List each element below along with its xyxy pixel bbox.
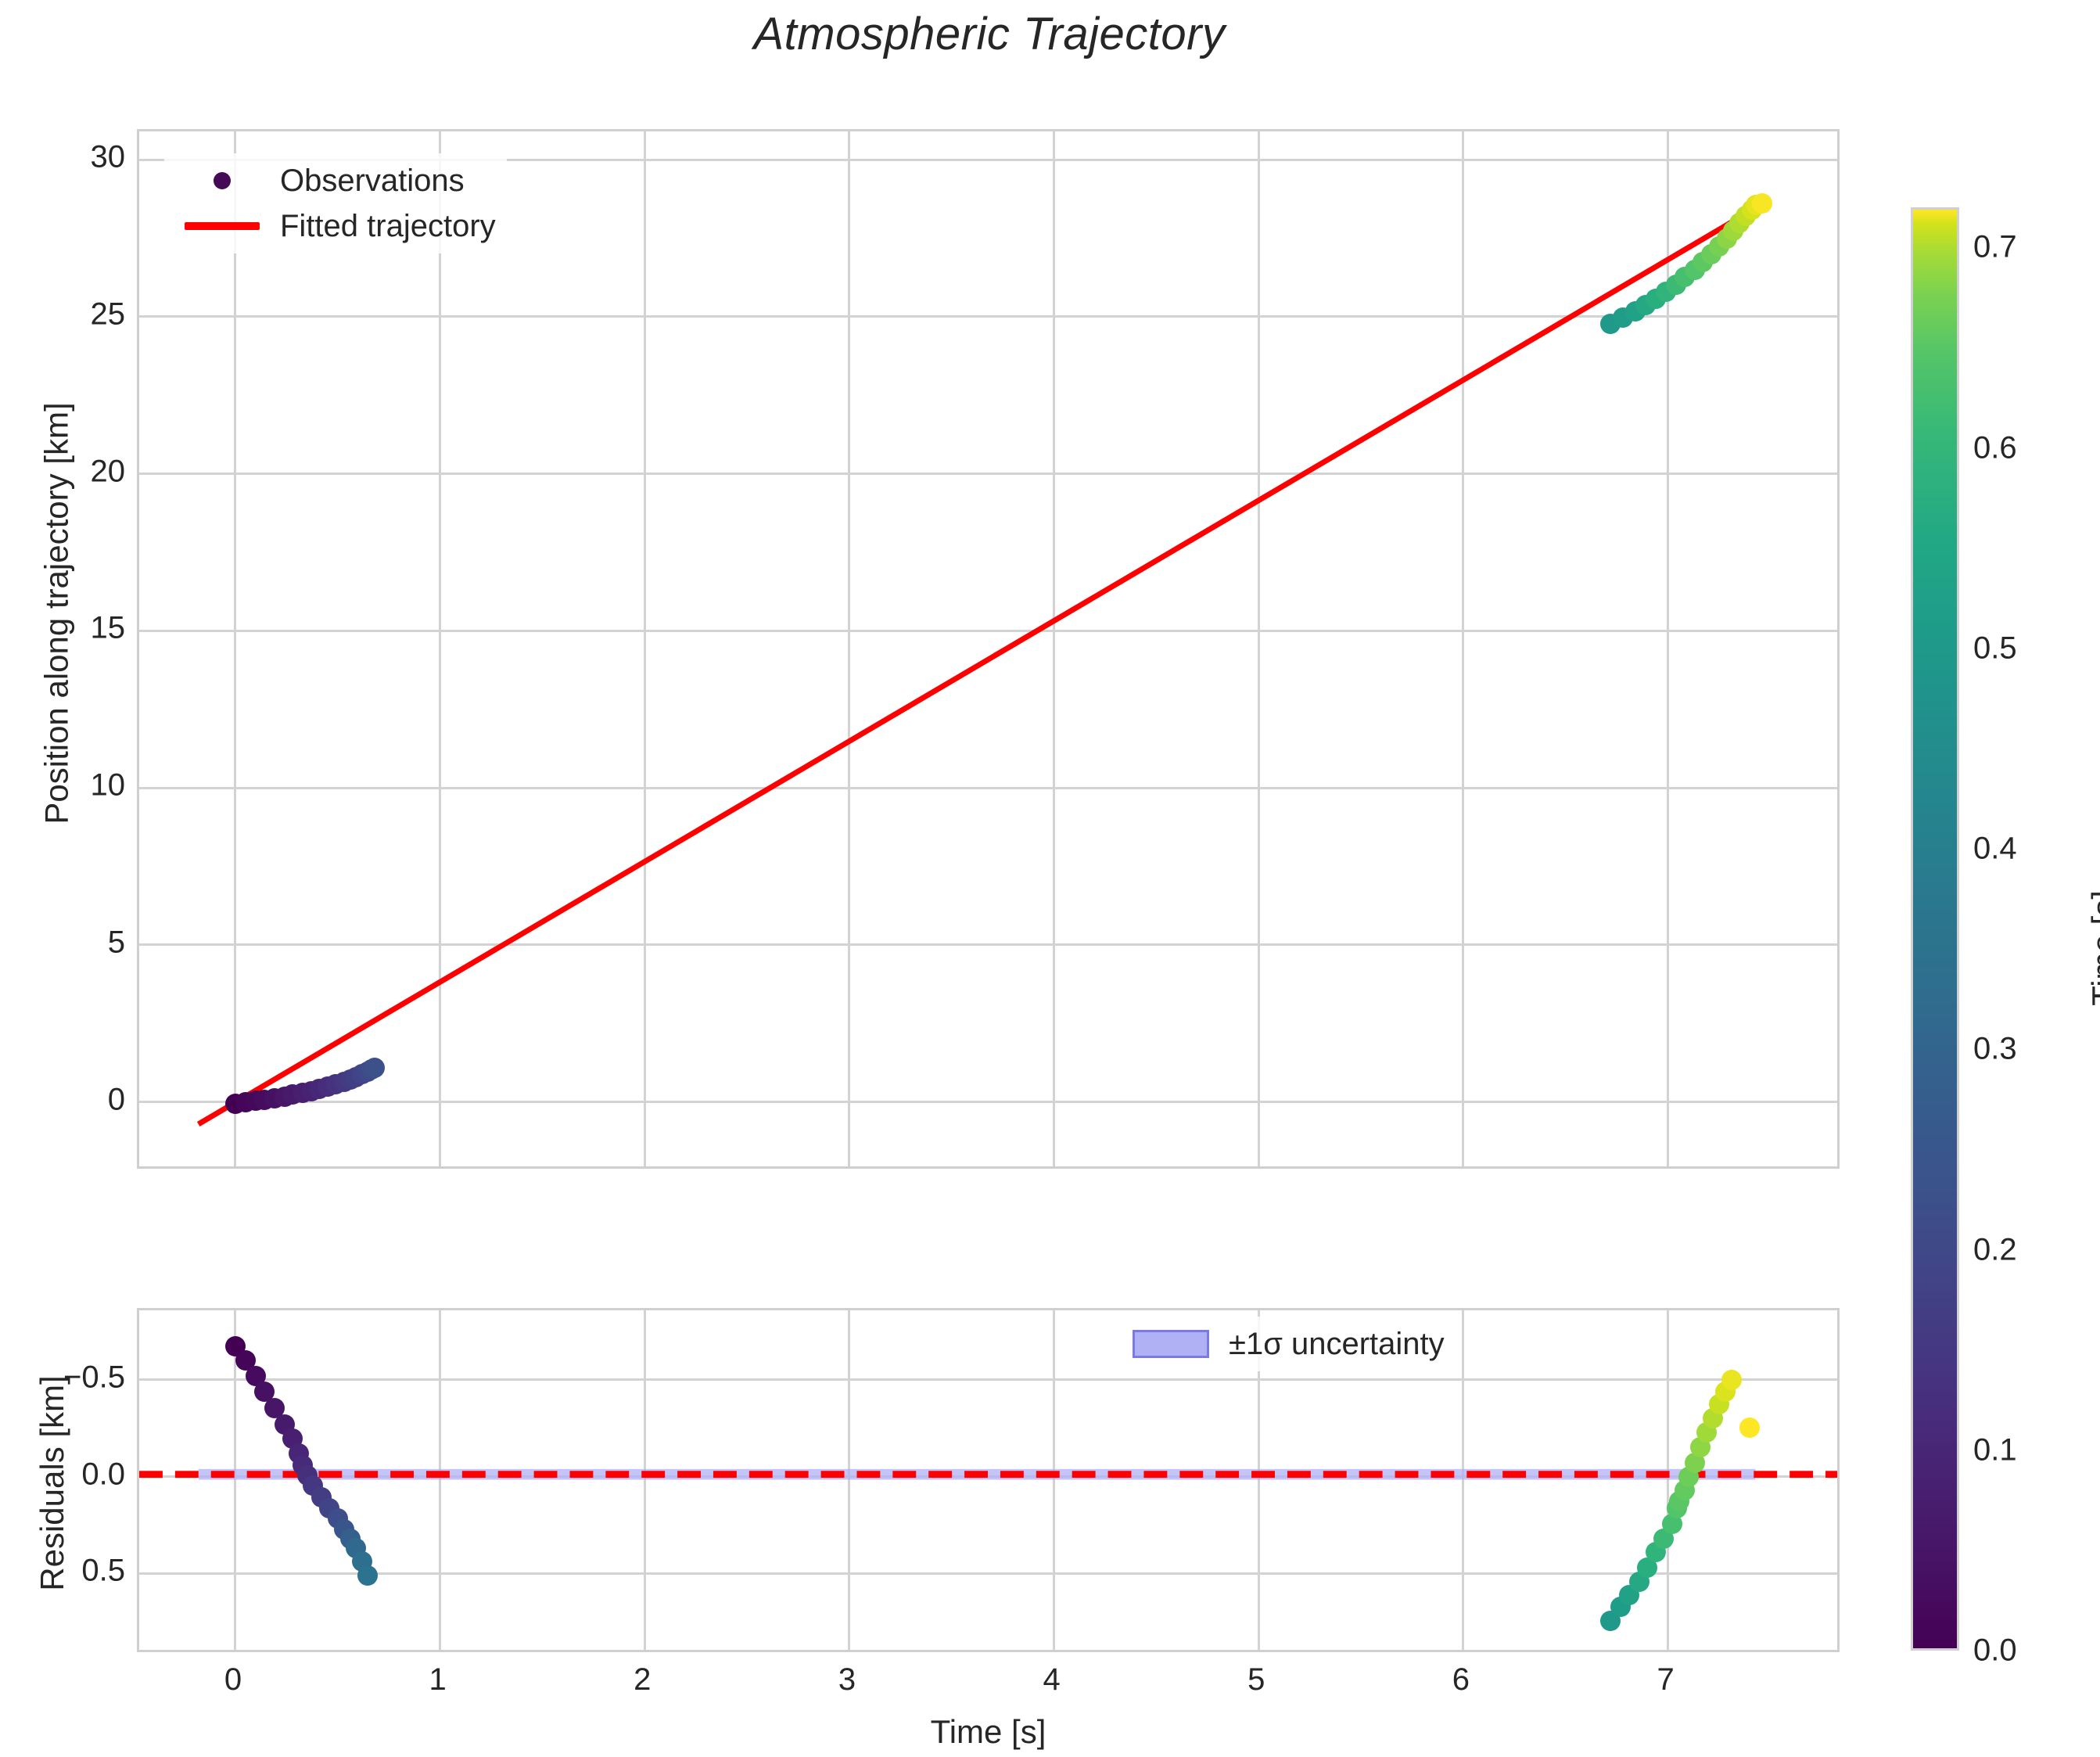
y-tick-label: 15: [90, 610, 126, 645]
residuals-plot-axes: ±1σ uncertainty: [137, 1308, 1840, 1652]
residual-point: [357, 1565, 378, 1586]
legend-label-uncertainty: ±1σ uncertainty: [1229, 1326, 1445, 1361]
main-gridline-vertical: [1257, 131, 1260, 1166]
x-tick-label: 4: [1043, 1662, 1061, 1697]
fitted-line-icon: [175, 222, 269, 230]
main-gridline-horizontal: [139, 943, 1837, 947]
legend-item-observations: Observations: [175, 158, 496, 203]
colorbar-tick-label: 0.4: [1973, 831, 2017, 866]
colorbar-container: 0.0 0.1 0.2 0.3 0.4 0.5 0.6 0.7: [1911, 207, 2017, 1668]
residuals-y-tick-label: 0.5: [81, 1553, 125, 1588]
uncertainty-patch-icon: [1124, 1330, 1218, 1358]
main-legend: Observations Fitted trajectory: [164, 153, 507, 253]
main-plot-svg: [196, 205, 1757, 1127]
legend-label-fitted-trajectory: Fitted trajectory: [280, 208, 496, 243]
x-tick-label: 6: [1452, 1662, 1470, 1697]
main-gridline-vertical: [1667, 131, 1670, 1166]
residuals-y-axis-label: Residuals [km]: [34, 1375, 70, 1591]
residuals-plot-svg: [139, 1468, 1837, 1480]
observations-marker-icon: [175, 172, 269, 189]
residuals-y-tick-label: 0.0: [81, 1457, 125, 1492]
residual-point: [1739, 1417, 1761, 1439]
residuals-gridline-vertical: [643, 1310, 646, 1650]
residuals-gridline-vertical: [234, 1310, 237, 1650]
main-gridline-horizontal: [139, 472, 1837, 476]
colorbar-label: Time [s]: [2085, 890, 2100, 1006]
colorbar-tick-label: 0.7: [1973, 229, 2017, 264]
residuals-gridline-vertical: [1053, 1310, 1056, 1650]
x-tick-label: 5: [1247, 1662, 1265, 1697]
colorbar-tick-label: 0.3: [1973, 1031, 2017, 1066]
x-axis-label: Time [s]: [930, 1713, 1046, 1750]
colorbar-tick-label: 0.2: [1973, 1232, 2017, 1267]
residual-point: [1721, 1369, 1742, 1390]
residuals-gridline-vertical: [1667, 1310, 1670, 1650]
y-tick-label: 0: [107, 1082, 125, 1117]
main-gridline-horizontal: [139, 315, 1837, 318]
residuals-gridline-vertical: [1257, 1310, 1260, 1650]
x-tick-label: 3: [838, 1662, 856, 1697]
y-tick-label: 5: [107, 925, 125, 960]
x-tick-label: 1: [429, 1662, 447, 1697]
main-y-axis-label: Position along trajectory [km]: [38, 402, 75, 825]
colorbar-gradient: [1911, 207, 1959, 1651]
main-gridline-vertical: [848, 131, 851, 1166]
fitted-trajectory-line: [196, 205, 1757, 1127]
chart-title: Atmospheric Trajectory: [753, 9, 1226, 59]
main-gridline-vertical: [1053, 131, 1056, 1166]
y-tick-label: 10: [90, 767, 126, 803]
main-gridline-vertical: [1462, 131, 1465, 1166]
x-tick-label: 0: [224, 1662, 242, 1697]
residuals-gridline-vertical: [439, 1310, 442, 1650]
main-y-tick-labels: 0 5 10 15 20 25 30: [16, 129, 126, 1169]
main-gridline-horizontal: [139, 629, 1837, 632]
main-gridline-horizontal: [139, 1101, 1837, 1104]
legend-item-fitted-trajectory: Fitted trajectory: [175, 203, 496, 249]
data-point: [1751, 193, 1772, 214]
y-tick-label: 25: [90, 296, 126, 332]
data-point: [364, 1057, 385, 1078]
legend-item-uncertainty: ±1σ uncertainty: [1124, 1321, 1445, 1367]
x-tick-label: 7: [1657, 1662, 1675, 1697]
residuals-gridline-vertical: [848, 1310, 851, 1650]
x-tick-labels: 0 1 2 3 4 5 6 7: [137, 1662, 1840, 1709]
main-gridline-vertical: [234, 131, 237, 1166]
y-tick-label: 20: [90, 454, 126, 489]
residuals-gridline-horizontal: [139, 1378, 1837, 1382]
main-plot-axes: Observations Fitted trajectory: [137, 129, 1840, 1169]
residuals-y-tick-label: −0.5: [63, 1360, 125, 1395]
colorbar-tick-label: 0.5: [1973, 631, 2017, 666]
residuals-gridline-vertical: [1462, 1310, 1465, 1650]
main-gridline-horizontal: [139, 786, 1837, 789]
residuals-legend: ±1σ uncertainty: [1113, 1317, 1456, 1371]
colorbar-tick-label: 0.0: [1973, 1633, 2017, 1668]
colorbar-tick-label: 0.6: [1973, 430, 2017, 465]
main-gridline-vertical: [439, 131, 442, 1166]
main-gridline-vertical: [643, 131, 646, 1166]
legend-label-observations: Observations: [280, 163, 465, 198]
y-tick-label: 30: [90, 139, 126, 174]
colorbar-tick-label: 0.1: [1973, 1432, 2017, 1468]
residuals-y-tick-labels: 0.5 0.0 −0.5: [16, 1308, 125, 1652]
main-gridline-horizontal: [139, 158, 1837, 161]
x-tick-label: 2: [634, 1662, 652, 1697]
residuals-gridline-horizontal: [139, 1572, 1837, 1575]
